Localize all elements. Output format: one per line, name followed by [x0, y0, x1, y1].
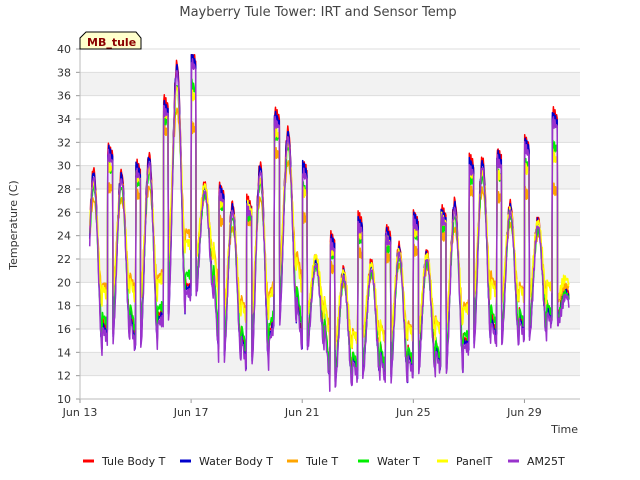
- x-axis-label: Time: [550, 423, 578, 436]
- y-tick-label: 38: [57, 66, 71, 79]
- series-lines: [88, 54, 570, 392]
- y-tick-label: 24: [57, 230, 71, 243]
- y-tick-label: 32: [57, 136, 71, 149]
- plot-band: [80, 212, 580, 236]
- legend-item: Tule T: [287, 455, 338, 468]
- station-badge-shape: [79, 31, 142, 50]
- x-tick-label: Jun 17: [173, 406, 209, 419]
- y-axis-ticks: 10 12 14 16 18 20 22 24 26 28 30 32 34 36 38 40: [57, 43, 80, 406]
- chart-title: Mayberry Tule Tower: IRT and Sensor Temp: [179, 5, 456, 20]
- legend-label: Water T: [377, 455, 420, 468]
- y-tick-label: 26: [57, 206, 71, 219]
- y-tick-label: 34: [57, 113, 71, 126]
- legend-item: Water Body T: [180, 455, 273, 468]
- x-tick-label: Jun 25: [395, 406, 431, 419]
- station-badge-label: MB_tule: [87, 36, 136, 49]
- x-tick-label: Jun 29: [506, 406, 542, 419]
- plot-band: [80, 119, 580, 143]
- y-tick-label: 10: [57, 393, 71, 406]
- legend-item: Water T: [358, 455, 420, 468]
- y-axis-label: Temperature (C): [7, 180, 20, 270]
- legend-label: PanelT: [456, 455, 493, 468]
- y-tick-label: 28: [57, 183, 71, 196]
- plot-band: [80, 72, 580, 96]
- y-tick-label: 14: [57, 346, 71, 359]
- legend-label: Water Body T: [199, 455, 273, 468]
- legend-item: AM25T: [508, 455, 565, 468]
- y-tick-label: 22: [57, 253, 71, 266]
- y-tick-label: 40: [57, 43, 71, 56]
- plot-band: [80, 165, 580, 189]
- legend-item: PanelT: [437, 455, 493, 468]
- legend-label: AM25T: [527, 455, 565, 468]
- x-tick-label: Jun 13: [62, 406, 98, 419]
- y-tick-label: 12: [57, 370, 71, 383]
- legend-item: Tule Body T: [83, 455, 166, 468]
- legend: Tule Body T Water Body T Tule T Water T Pane…: [83, 455, 565, 468]
- y-tick-label: 20: [57, 276, 71, 289]
- y-tick-label: 30: [57, 160, 71, 173]
- legend-label: Tule T: [305, 455, 338, 468]
- x-tick-label: Jun 21: [284, 406, 320, 419]
- plot-background: [80, 72, 580, 376]
- y-tick-label: 16: [57, 323, 71, 336]
- axes: [79, 49, 580, 400]
- legend-label: Tule Body T: [101, 455, 166, 468]
- station-badge: MB_tule: [79, 31, 142, 50]
- y-tick-label: 18: [57, 300, 71, 313]
- x-axis-ticks: Jun 13 Jun 17 Jun 21 Jun 25 Jun 29: [62, 399, 542, 419]
- series-line-5: [88, 58, 570, 392]
- y-tick-label: 36: [57, 90, 71, 103]
